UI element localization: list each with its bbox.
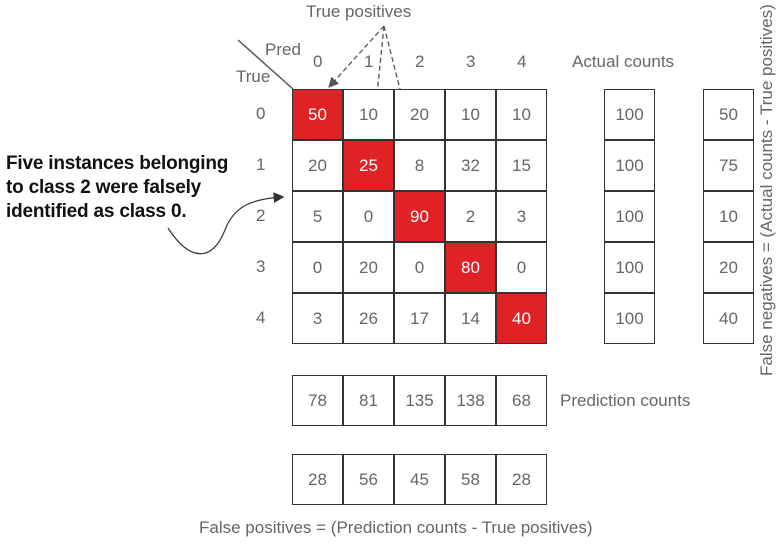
matrix-cell: 0: [292, 242, 343, 293]
prediction-count-cell: 138: [445, 375, 496, 426]
row-label: 1: [256, 155, 266, 174]
false-negative-cell: 75: [703, 140, 754, 191]
arrow-to-cell-0-0: [328, 25, 385, 88]
row-label: 4: [256, 308, 266, 327]
matrix-cell: 3: [496, 191, 547, 242]
matrix-cell: 0: [343, 191, 394, 242]
matrix-cell: 90: [394, 191, 445, 242]
matrix-cell: 50: [292, 89, 343, 140]
column-label: 2: [415, 52, 425, 71]
actual-count-cell: 100: [604, 191, 655, 242]
actual-count-cell: 100: [604, 140, 655, 191]
matrix-cell: 25: [343, 140, 394, 191]
matrix-cell: 15: [496, 140, 547, 191]
matrix-cell: 80: [445, 242, 496, 293]
false-positive-cell: 28: [496, 454, 547, 505]
prediction-counts-label: Prediction counts: [560, 391, 691, 410]
row-label: 0: [256, 104, 266, 123]
prediction-count-cell: 78: [292, 375, 343, 426]
true-positives-label: True positives: [306, 2, 412, 21]
prediction-count-cell: 135: [394, 375, 445, 426]
callout-line: to class 2 were falsely: [6, 177, 202, 198]
actual-count-cell: 100: [604, 293, 655, 344]
column-label: 3: [466, 52, 476, 71]
matrix-cell: 10: [343, 89, 394, 140]
false-negative-cell: 40: [703, 293, 754, 344]
matrix-cell: 0: [394, 242, 445, 293]
matrix-cell: 20: [343, 242, 394, 293]
actual-count-cell: 100: [604, 242, 655, 293]
callout-line: identified as class 0.: [6, 201, 187, 222]
false-positives-label: False positives = (Prediction counts - T…: [199, 518, 593, 537]
row-label: 2: [256, 206, 266, 225]
actual-counts-label: Actual counts: [572, 52, 675, 71]
matrix-cell: 17: [394, 293, 445, 344]
true-axis-label: True: [236, 67, 271, 86]
false-positive-cell: 28: [292, 454, 343, 505]
confusion-matrix: 50 10 20 10 10 20 25 8 32 15 5 0 90 2 3 0 20 0 80 0 3 26 17 14 4…: [292, 89, 548, 345]
matrix-cell: 32: [445, 140, 496, 191]
false-positive-cell: 56: [343, 454, 394, 505]
matrix-cell: 10: [496, 89, 547, 140]
false-positive-cell: 58: [445, 454, 496, 505]
matrix-cell: 10: [445, 89, 496, 140]
column-label: 0: [313, 52, 323, 71]
matrix-cell: 3: [292, 293, 343, 344]
matrix-cell: 26: [343, 293, 394, 344]
false-negative-cell: 10: [703, 191, 754, 242]
matrix-cell: 20: [394, 89, 445, 140]
matrix-cell: 8: [394, 140, 445, 191]
false-negative-cell: 50: [703, 89, 754, 140]
actual-count-cell: 100: [604, 89, 655, 140]
matrix-cell: 0: [496, 242, 547, 293]
matrix-cell: 14: [445, 293, 496, 344]
pred-axis-label: Pred: [265, 40, 301, 59]
matrix-cell: 40: [496, 293, 547, 344]
row-label: 3: [256, 257, 266, 276]
column-label: 1: [364, 52, 374, 71]
false-negatives-label: False negatives = (Actual counts - True …: [757, 4, 776, 376]
callout-text: Five instances belonging to class 2 were…: [6, 152, 228, 224]
prediction-count-cell: 81: [343, 375, 394, 426]
false-negative-cell: 20: [703, 242, 754, 293]
column-label: 4: [517, 52, 527, 71]
matrix-cell: 5: [292, 191, 343, 242]
prediction-count-cell: 68: [496, 375, 547, 426]
matrix-cell: 20: [292, 140, 343, 191]
matrix-cell: 2: [445, 191, 496, 242]
callout-line: Five instances belonging: [6, 153, 229, 174]
false-positive-cell: 45: [394, 454, 445, 505]
